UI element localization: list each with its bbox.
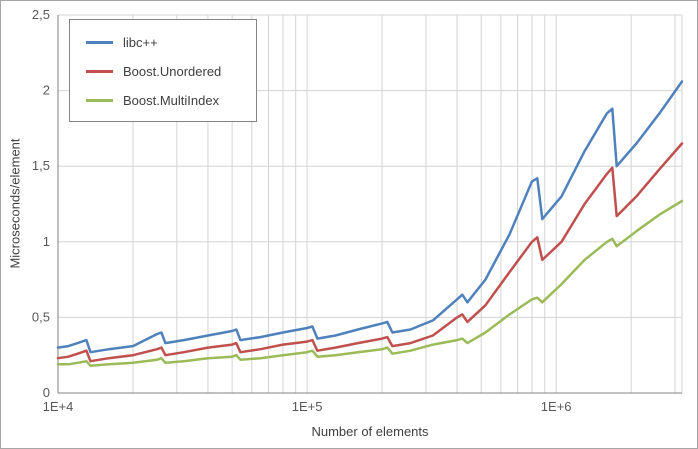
x-tick-label: 1E+6	[541, 399, 572, 414]
legend-label-libcpp: libc++	[123, 35, 158, 50]
legend-line-sample-boost-unordered	[86, 70, 113, 73]
y-tick-label: 1,5	[32, 158, 50, 173]
y-tick-label: 0	[43, 385, 50, 400]
x-tick-label: 1E+5	[292, 399, 323, 414]
series-line-libc++	[56, 80, 684, 354]
series-line-Boost.Unordered	[56, 142, 684, 363]
y-axis-title: Microseconds/element	[7, 138, 23, 269]
y-tick-label: 2,5	[32, 7, 50, 22]
y-tick-label: 1	[43, 234, 50, 249]
y-tick-label: 0,5	[32, 309, 50, 324]
legend-item-boost-multiindex: Boost.MultiIndex	[86, 86, 248, 115]
legend-line-sample-boost-multiindex	[86, 99, 113, 102]
x-tick-label: 1E+4	[43, 399, 74, 414]
legend-item-libcpp: libc++	[86, 28, 248, 57]
y-tick-label: 2	[43, 83, 50, 98]
legend-label-boost-multiindex: Boost.MultiIndex	[123, 93, 220, 108]
x-axis-title: Number of elements	[311, 424, 429, 439]
legend-line-sample-libcpp	[86, 41, 113, 44]
legend-label-boost-unordered: Boost.Unordered	[123, 64, 222, 79]
series-line-Boost.MultiIndex	[56, 199, 684, 368]
legend-item-boost-unordered: Boost.Unordered	[86, 57, 248, 86]
legend: libc++ Boost.Unordered Boost.MultiIndex	[69, 19, 257, 122]
